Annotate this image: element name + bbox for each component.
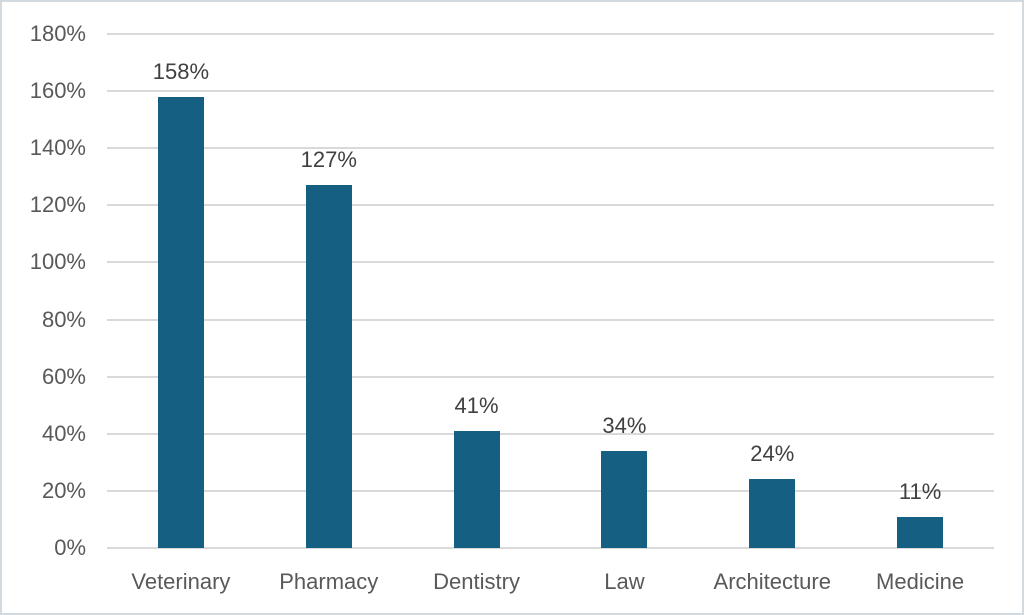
y-tick-label-60pct: 60% — [41, 363, 86, 389]
x-category-label-veterinary: Veterinary — [131, 569, 231, 594]
x-category-label-law: Law — [604, 569, 645, 594]
gridline-0 — [107, 547, 994, 549]
data-label-architecture: 24% — [750, 441, 795, 467]
gridline-160 — [107, 90, 994, 93]
y-tick-label-20pct: 20% — [41, 477, 86, 503]
y-tick-label-140pct: 140% — [29, 135, 86, 161]
gridline-40 — [107, 432, 994, 435]
y-tick-label-0pct: 0% — [54, 535, 86, 560]
y-tick-label-120pct: 120% — [29, 192, 86, 218]
x-category-label-architecture: Architecture — [713, 569, 831, 594]
x-category-label-medicine: Medicine — [876, 569, 965, 594]
data-label-veterinary: 158% — [152, 58, 210, 84]
gridline-180 — [107, 33, 994, 35]
x-category-label-dentistry: Dentistry — [433, 569, 520, 594]
data-label-medicine: 11% — [898, 478, 942, 504]
gridline-140 — [107, 147, 994, 150]
bar-veterinary — [157, 96, 204, 548]
plot-area — [107, 33, 994, 549]
y-tick-label-180pct: 180% — [29, 21, 86, 46]
x-category-label-pharmacy: Pharmacy — [279, 569, 379, 594]
data-label-dentistry: 41% — [454, 392, 499, 418]
gridline-120 — [107, 204, 994, 207]
gridline-20 — [107, 489, 994, 492]
data-label-law: 34% — [602, 412, 647, 438]
bar-architecture — [749, 479, 796, 548]
bar-pharmacy — [305, 185, 352, 548]
y-tick-label-100pct: 100% — [29, 249, 86, 275]
bar-medicine — [897, 516, 944, 548]
y-tick-label-160pct: 160% — [29, 78, 86, 104]
gridline-60 — [107, 375, 994, 378]
data-label-pharmacy: 127% — [300, 147, 357, 173]
bar-law — [601, 450, 648, 548]
bar-dentistry — [453, 430, 500, 548]
gridline-100 — [107, 261, 994, 264]
gridline-80 — [107, 318, 994, 321]
y-tick-label-40pct: 40% — [41, 420, 86, 446]
y-tick-label-80pct: 80% — [41, 306, 86, 332]
